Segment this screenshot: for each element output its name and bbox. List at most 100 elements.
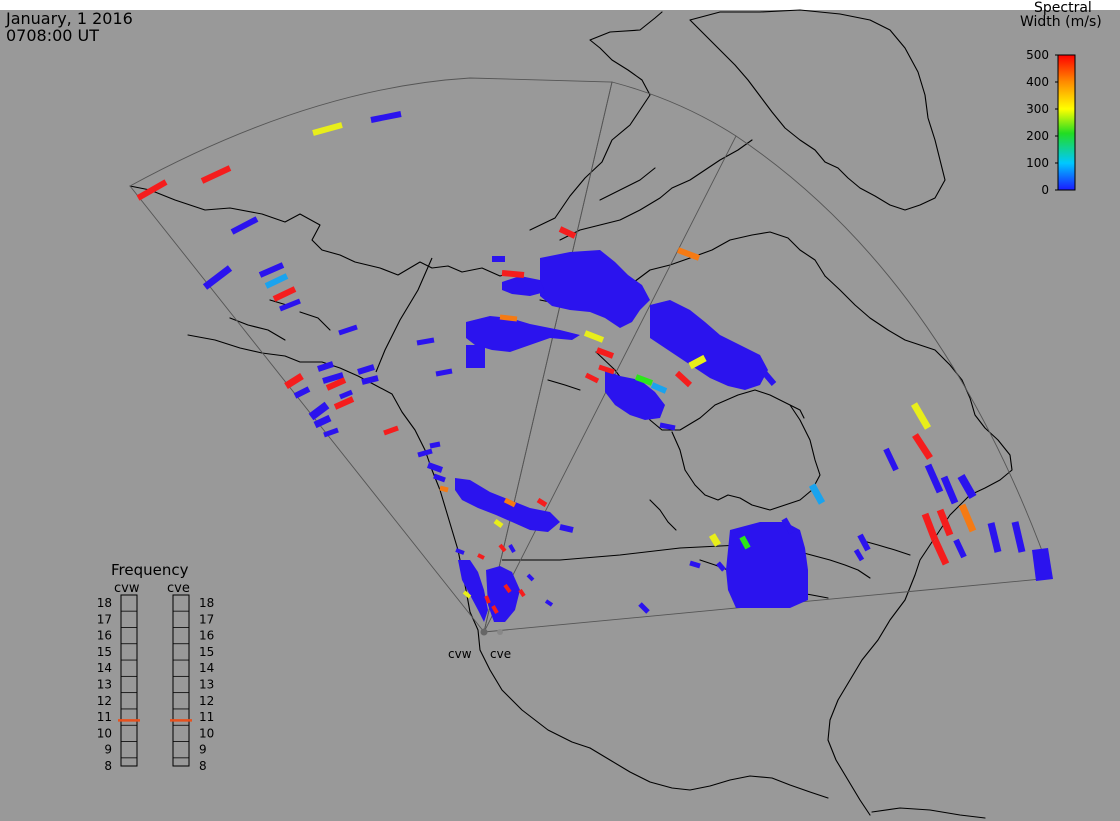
scatter-region [726,522,808,608]
scatter-cell [987,522,1002,553]
scatter-cell [676,247,701,261]
scatter-cell [312,122,343,136]
scatter-cell [634,374,654,386]
scatter-cell [426,462,444,473]
fov-overlap [483,81,737,633]
colorbar-tick-label: 0 [1041,183,1049,197]
scatter-region [650,300,768,390]
radar-sites: cvw cve [448,628,511,661]
frequency-scale-label: 13 [97,678,112,692]
radar-site-cve [497,629,503,635]
scatter-cell [674,370,693,388]
scatter-cell [598,364,615,375]
scatter-cell [739,535,751,550]
scatter-cell [322,372,344,384]
scatter-cell [924,463,944,494]
radar-site-cvw [480,628,488,636]
frequency-title: Frequency [111,561,189,579]
scatter-cell [361,375,379,385]
scatter-cell [200,165,232,184]
scatter-cell [491,605,499,614]
frequency-box-cvw [120,594,138,767]
scatter-cell [333,396,355,410]
coast-alaska-south [187,334,591,749]
scatter-cell [921,512,939,542]
scatter-cell [317,361,334,372]
frequency-scale-label: 11 [97,710,112,724]
colorbar-tick-label: 300 [1026,102,1049,116]
coast-arctic-islands-2 [559,139,753,241]
scatter-region [605,370,665,420]
radar-label-cve: cve [490,647,511,661]
coast-us-east [827,574,916,816]
radar-fov [129,77,1053,633]
frequency-scale-label: 18 [199,596,214,610]
colorbar-tick-label: 400 [1026,75,1049,89]
scatter-cell [323,427,339,438]
colorbar-title-line2: Width (m/s) [1020,14,1102,30]
frequency-scale-label: 17 [199,612,214,626]
frequency-scale-label: 15 [97,645,112,659]
scatter-cell [957,474,977,499]
coastlines [129,9,1013,819]
scatter-cell [953,538,967,559]
scatter-cell [910,402,932,430]
scatter-cell [583,330,605,343]
frequency-cve-label: cve [167,581,190,596]
scatter-cell [940,475,959,505]
scatter-region [540,250,650,328]
border-alaska-canada [375,257,433,373]
scatter-cell [499,314,518,322]
scatter-region [458,560,488,622]
colorbar-tick-label: 200 [1026,129,1049,143]
scatter-cell [370,111,402,123]
colorbar-gradient [1057,54,1076,191]
scatter-cell [853,548,865,562]
time-label: 0708:00 UT [6,26,99,45]
scatter-cell [313,414,332,429]
scatter-region [492,256,505,262]
scatter-region [466,316,580,352]
colorbar-tick-label: 100 [1026,156,1049,170]
frequency-scale-label: 8 [104,759,112,773]
frequency-scale-label: 8 [199,759,207,773]
scatter-cell [688,354,707,370]
colorbar-title-line1: Spectral [1034,0,1092,16]
coast-alaska [129,185,531,287]
scatter-cell [339,389,353,400]
scatter-cell [857,533,871,552]
scatter-cell [503,497,517,508]
scatter-region [502,276,545,296]
frequency-scale-label: 16 [199,629,214,643]
scatter-cell [136,179,168,201]
frequency-scale-label: 11 [199,710,214,724]
date-label: January, 1 2016 [5,9,133,28]
frequency-panel: Frequency cvw cve 1817161514131211109818… [97,561,215,773]
scatter-cell [417,448,433,458]
scatter-cell [308,401,330,421]
scatter-region [1032,548,1053,581]
scatter-cell [936,508,954,537]
scatter-cell [689,560,701,569]
scatter-cell [503,583,512,594]
scatter-cell [284,373,304,389]
scatter-cell [808,483,826,505]
scatter-cell [484,595,491,604]
scatter-cell [716,561,726,572]
frequency-scale-label: 14 [97,661,112,675]
scatter-region [466,345,485,368]
scatter-cell [781,517,795,535]
scatter-cell [416,337,435,346]
fov-cve [483,135,1053,633]
scatter-cell [462,590,472,599]
frequency-scale-label: 12 [97,694,112,708]
frequency-cvw-label: cvw [114,581,140,596]
scatter-cell [501,270,525,278]
frequency-scale: 18 17 16 15 14 13 12 11 10 9 8 18 17 16 15 14 13 12 11 10 9 8 [97,594,214,773]
scatter-cell [433,473,446,483]
scatter-cell [584,372,600,384]
scatter-cell [325,377,347,391]
scatter-cell [526,573,535,582]
coast-interior-islands [547,379,805,531]
